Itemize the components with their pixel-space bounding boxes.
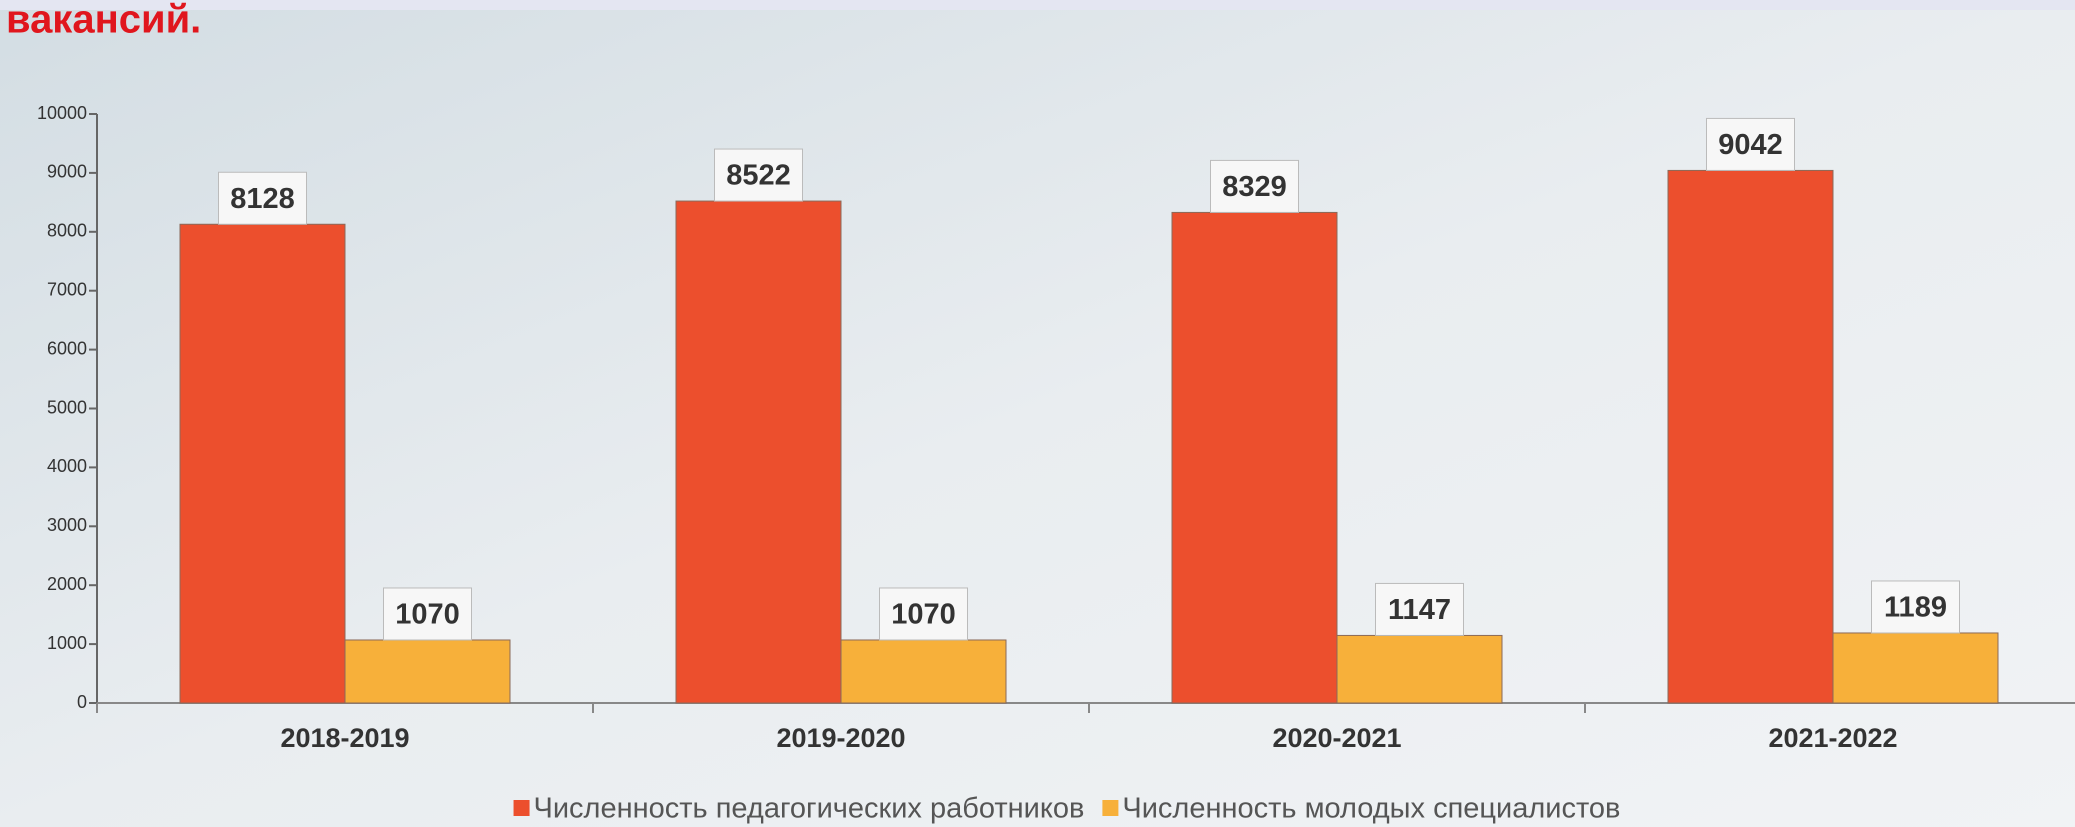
value-label-box (1375, 582, 1464, 636)
value-label-box (383, 587, 472, 641)
value-label: 9042 (1718, 129, 1783, 161)
chart-title: вакансий. (6, 0, 201, 42)
value-label: 1189 (1884, 592, 1947, 624)
bar (179, 223, 346, 704)
value-label: 8522 (726, 160, 791, 192)
value-label: 1070 (891, 599, 956, 631)
y-tick-label: 0 (77, 692, 87, 712)
value-label-box (1871, 580, 1960, 634)
value-label: 1147 (1388, 594, 1451, 626)
bar (344, 639, 511, 704)
value-label: 8128 (230, 183, 295, 215)
legend-label: Численность молодых специалистов (1122, 793, 1620, 825)
top-strip (0, 0, 2075, 10)
x-tick-label: 2020-2021 (1272, 723, 1401, 753)
bar (1336, 634, 1503, 704)
x-tick-label: 2019-2020 (776, 723, 905, 753)
value-label-box (1706, 117, 1795, 171)
y-tick-label: 9000 (47, 162, 87, 182)
value-label-box (218, 171, 307, 225)
y-tick-label: 6000 (47, 338, 87, 358)
y-tick-label: 1000 (47, 633, 87, 653)
x-tick-label: 2018-2019 (280, 723, 409, 753)
x-tick-label: 2021-2022 (1768, 723, 1897, 753)
bar (1832, 632, 1999, 704)
value-label-box (714, 148, 803, 202)
bar (675, 200, 842, 704)
legend-swatch (513, 800, 530, 816)
y-tick-label: 7000 (47, 279, 87, 299)
legend-swatch (1102, 800, 1119, 816)
y-tick-label: 4000 (47, 456, 87, 476)
y-tick-label: 10000 (37, 103, 87, 123)
value-label: 1070 (395, 599, 460, 631)
bar (1667, 169, 1834, 704)
y-tick-label: 2000 (47, 574, 87, 594)
value-label: 8329 (1222, 171, 1287, 203)
y-tick-label: 5000 (47, 397, 87, 417)
legend-label: Численность педагогических работников (534, 793, 1085, 825)
bar (1171, 211, 1338, 704)
value-label-box (879, 587, 968, 641)
y-tick-label: 8000 (47, 221, 87, 241)
value-label-box (1210, 159, 1299, 213)
bar (840, 639, 1007, 704)
y-tick-label: 3000 (47, 515, 87, 535)
